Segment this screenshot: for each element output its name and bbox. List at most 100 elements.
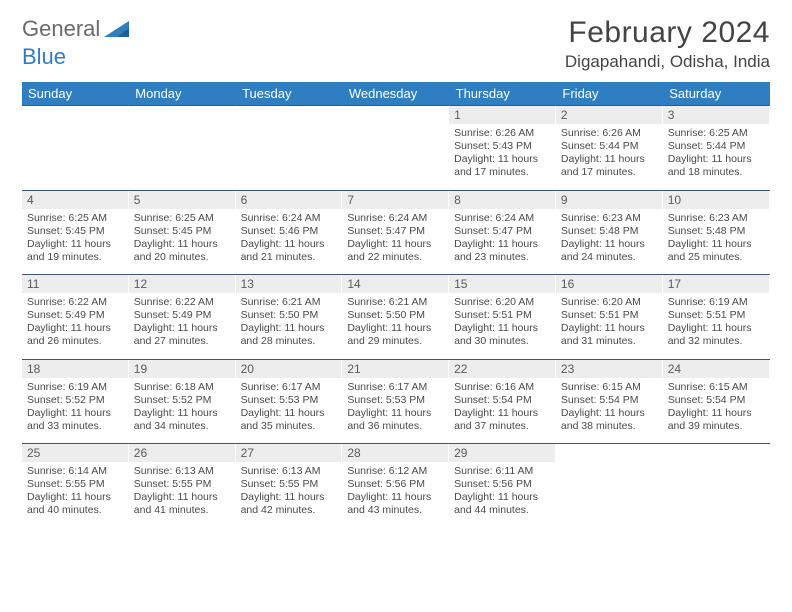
sunset-line: Sunset: 5:54 PM <box>668 394 765 407</box>
sunset-line: Sunset: 5:53 PM <box>347 394 444 407</box>
day-cell: Sunrise: 6:24 AMSunset: 5:46 PMDaylight:… <box>236 209 343 269</box>
sunset-line: Sunset: 5:52 PM <box>27 394 124 407</box>
day-cell: Sunrise: 6:22 AMSunset: 5:49 PMDaylight:… <box>22 293 129 353</box>
sunset-line: Sunset: 5:49 PM <box>27 309 124 322</box>
day-number: 5 <box>129 191 236 209</box>
weekday-header-row: SundayMondayTuesdayWednesdayThursdayFrid… <box>22 82 770 106</box>
daylight-line: Daylight: 11 hours and 21 minutes. <box>241 238 338 264</box>
weekday-header: Friday <box>556 82 663 106</box>
day-cell: Sunrise: 6:17 AMSunset: 5:53 PMDaylight:… <box>342 378 449 438</box>
day-cell: Sunrise: 6:26 AMSunset: 5:43 PMDaylight:… <box>449 124 556 184</box>
daynum-row: 11121314151617 <box>22 275 770 294</box>
sunrise-line: Sunrise: 6:21 AM <box>241 296 338 309</box>
daylight-line: Daylight: 11 hours and 41 minutes. <box>134 491 231 517</box>
day-number: 2 <box>556 106 663 124</box>
sunrise-line: Sunrise: 6:24 AM <box>241 212 338 225</box>
content-row: Sunrise: 6:26 AMSunset: 5:43 PMDaylight:… <box>22 124 770 190</box>
sunrise-line: Sunrise: 6:17 AM <box>241 381 338 394</box>
day-number: 6 <box>236 191 343 209</box>
day-cell: Sunrise: 6:19 AMSunset: 5:52 PMDaylight:… <box>22 378 129 438</box>
sunrise-line: Sunrise: 6:16 AM <box>454 381 551 394</box>
daylight-line: Daylight: 11 hours and 29 minutes. <box>347 322 444 348</box>
day-cell: Sunrise: 6:12 AMSunset: 5:56 PMDaylight:… <box>342 462 449 522</box>
day-number: 23 <box>556 360 663 378</box>
empty-cell <box>663 444 770 462</box>
day-number: 11 <box>22 275 129 293</box>
sunrise-line: Sunrise: 6:23 AM <box>561 212 658 225</box>
sunset-line: Sunset: 5:55 PM <box>27 478 124 491</box>
day-cell: Sunrise: 6:25 AMSunset: 5:44 PMDaylight:… <box>663 124 770 184</box>
sunset-line: Sunset: 5:47 PM <box>347 225 444 238</box>
sunrise-line: Sunrise: 6:20 AM <box>561 296 658 309</box>
day-number: 16 <box>556 275 663 293</box>
sunrise-line: Sunrise: 6:21 AM <box>347 296 444 309</box>
sunset-line: Sunset: 5:55 PM <box>134 478 231 491</box>
daylight-line: Daylight: 11 hours and 19 minutes. <box>27 238 124 264</box>
daylight-line: Daylight: 11 hours and 31 minutes. <box>561 322 658 348</box>
sunset-line: Sunset: 5:45 PM <box>27 225 124 238</box>
day-number: 17 <box>663 275 770 293</box>
logo-triangle-icon <box>104 20 130 38</box>
sunrise-line: Sunrise: 6:13 AM <box>134 465 231 478</box>
day-cell: Sunrise: 6:24 AMSunset: 5:47 PMDaylight:… <box>342 209 449 269</box>
daylight-line: Daylight: 11 hours and 28 minutes. <box>241 322 338 348</box>
day-cell: Sunrise: 6:18 AMSunset: 5:52 PMDaylight:… <box>129 378 236 438</box>
weekday-header: Wednesday <box>342 82 449 106</box>
sunrise-line: Sunrise: 6:23 AM <box>668 212 765 225</box>
day-number: 9 <box>556 191 663 209</box>
sunrise-line: Sunrise: 6:25 AM <box>134 212 231 225</box>
daylight-line: Daylight: 11 hours and 43 minutes. <box>347 491 444 517</box>
day-number: 14 <box>342 275 449 293</box>
sunrise-line: Sunrise: 6:12 AM <box>347 465 444 478</box>
day-number: 21 <box>342 360 449 378</box>
day-number: 25 <box>22 444 129 462</box>
sunrise-line: Sunrise: 6:20 AM <box>454 296 551 309</box>
daylight-line: Daylight: 11 hours and 24 minutes. <box>561 238 658 264</box>
sunset-line: Sunset: 5:44 PM <box>668 140 765 153</box>
daynum-row: 123 <box>22 106 770 125</box>
empty-cell <box>22 106 129 124</box>
weekday-header: Saturday <box>663 82 770 106</box>
day-cell: Sunrise: 6:16 AMSunset: 5:54 PMDaylight:… <box>449 378 556 438</box>
weekday-header: Sunday <box>22 82 129 106</box>
daylight-line: Daylight: 11 hours and 36 minutes. <box>347 407 444 433</box>
daylight-line: Daylight: 11 hours and 23 minutes. <box>454 238 551 264</box>
weekday-header: Tuesday <box>236 82 343 106</box>
sunrise-line: Sunrise: 6:13 AM <box>241 465 338 478</box>
day-cell: Sunrise: 6:15 AMSunset: 5:54 PMDaylight:… <box>663 378 770 438</box>
day-number: 4 <box>22 191 129 209</box>
sunrise-line: Sunrise: 6:24 AM <box>347 212 444 225</box>
day-cell: Sunrise: 6:23 AMSunset: 5:48 PMDaylight:… <box>663 209 770 269</box>
sunrise-line: Sunrise: 6:22 AM <box>134 296 231 309</box>
daylight-line: Daylight: 11 hours and 18 minutes. <box>668 153 765 179</box>
sunrise-line: Sunrise: 6:17 AM <box>347 381 444 394</box>
day-number: 10 <box>663 191 770 209</box>
day-cell: Sunrise: 6:21 AMSunset: 5:50 PMDaylight:… <box>236 293 343 353</box>
sunset-line: Sunset: 5:56 PM <box>454 478 551 491</box>
daylight-line: Daylight: 11 hours and 17 minutes. <box>561 153 658 179</box>
content-row: Sunrise: 6:25 AMSunset: 5:45 PMDaylight:… <box>22 209 770 275</box>
sunset-line: Sunset: 5:45 PM <box>134 225 231 238</box>
sunrise-line: Sunrise: 6:14 AM <box>27 465 124 478</box>
sunrise-line: Sunrise: 6:18 AM <box>134 381 231 394</box>
sunset-line: Sunset: 5:49 PM <box>134 309 231 322</box>
sunset-line: Sunset: 5:48 PM <box>561 225 658 238</box>
day-cell: Sunrise: 6:21 AMSunset: 5:50 PMDaylight:… <box>342 293 449 353</box>
day-number: 3 <box>663 106 770 124</box>
month-title: February 2024 <box>565 16 770 50</box>
day-cell: Sunrise: 6:20 AMSunset: 5:51 PMDaylight:… <box>556 293 663 353</box>
day-cell: Sunrise: 6:22 AMSunset: 5:49 PMDaylight:… <box>129 293 236 353</box>
logo: General <box>22 16 132 42</box>
day-number: 26 <box>129 444 236 462</box>
empty-cell <box>129 106 236 124</box>
daylight-line: Daylight: 11 hours and 39 minutes. <box>668 407 765 433</box>
sunrise-line: Sunrise: 6:26 AM <box>561 127 658 140</box>
sunrise-line: Sunrise: 6:24 AM <box>454 212 551 225</box>
daylight-line: Daylight: 11 hours and 30 minutes. <box>454 322 551 348</box>
daylight-line: Daylight: 11 hours and 32 minutes. <box>668 322 765 348</box>
daylight-line: Daylight: 11 hours and 20 minutes. <box>134 238 231 264</box>
day-number: 1 <box>449 106 556 124</box>
sunrise-line: Sunrise: 6:19 AM <box>27 381 124 394</box>
day-cell: Sunrise: 6:11 AMSunset: 5:56 PMDaylight:… <box>449 462 556 522</box>
day-number: 12 <box>129 275 236 293</box>
